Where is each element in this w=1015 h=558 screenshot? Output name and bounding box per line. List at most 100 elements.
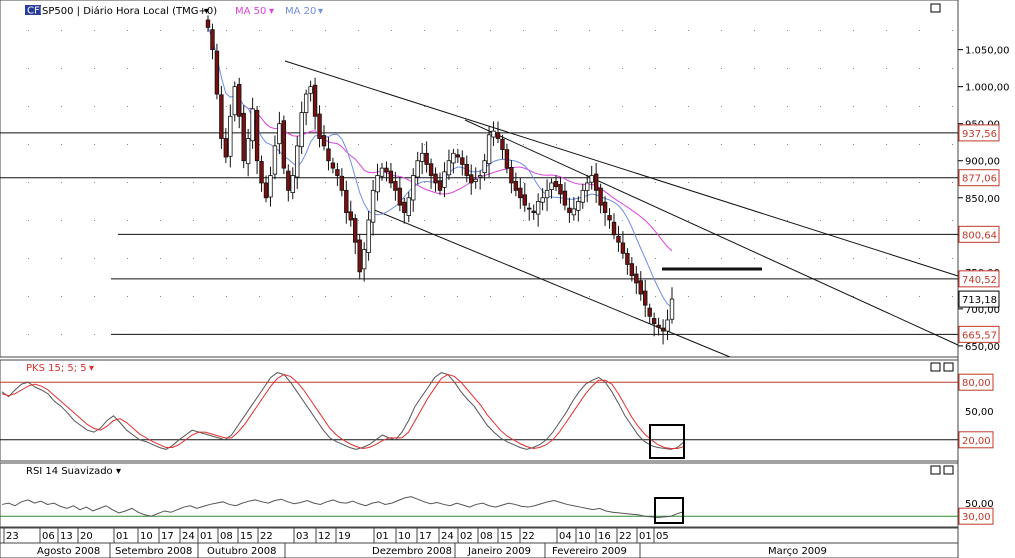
- date-month-label: Fevereiro 2009: [552, 546, 627, 557]
- level-tag-label: 665,57: [962, 330, 997, 341]
- grid-dot: [754, 144, 755, 145]
- grid-dot: [688, 182, 689, 183]
- grid-dot: [391, 220, 392, 221]
- candle-body: [567, 207, 572, 213]
- candle-body: [491, 130, 496, 138]
- maximize-price-icon[interactable]: [930, 3, 941, 13]
- grid-dot: [325, 68, 326, 69]
- candle-body: [384, 167, 389, 173]
- ma50-label[interactable]: MA 50: [235, 6, 266, 17]
- candle-body: [473, 178, 478, 182]
- grid-dot: [292, 106, 293, 107]
- candle-body: [339, 175, 345, 191]
- candle-body: [437, 180, 443, 191]
- grid-dot: [490, 30, 491, 31]
- candle-body: [522, 194, 527, 206]
- pks-highlight-box: [649, 424, 685, 459]
- grid-dot: [787, 106, 788, 107]
- pks-close-icon[interactable]: [943, 362, 954, 372]
- grid-dot: [160, 296, 161, 297]
- grid-dot: [28, 182, 29, 183]
- date-month-label: Setembro 2008: [115, 546, 192, 557]
- candle-body: [549, 182, 554, 191]
- grid-dot: [853, 30, 854, 31]
- price-tick-label: 900,00: [965, 157, 1000, 168]
- grid-dot: [622, 258, 623, 259]
- rsi-title: RSI 14 Suavizado: [26, 466, 113, 477]
- candle-body: [250, 108, 255, 142]
- grid-dot: [589, 220, 590, 221]
- grid-dot: [160, 220, 161, 221]
- grid-dot: [655, 30, 656, 31]
- pks-level-lines: [0, 381, 958, 441]
- candle-body: [486, 134, 492, 165]
- instrument-menu-icon: ▾: [204, 6, 209, 17]
- candle-body: [589, 175, 594, 183]
- grid-dot: [424, 144, 425, 145]
- candlesticks: [205, 15, 675, 345]
- grid-dot: [358, 30, 359, 31]
- grid-dot: [226, 296, 227, 297]
- grid-dot: [325, 296, 326, 297]
- grid-dot: [358, 144, 359, 145]
- grid-dot: [721, 68, 722, 69]
- candle-body: [286, 170, 291, 191]
- grid-dot: [655, 106, 656, 107]
- pks-panel[interactable]: [0, 359, 959, 462]
- grid-dot: [952, 30, 953, 31]
- rsi-close-icon[interactable]: [943, 465, 954, 475]
- grid-dot: [952, 144, 953, 145]
- grid-dot: [259, 144, 260, 145]
- grid-dot: [226, 182, 227, 183]
- grid-dot: [61, 144, 62, 145]
- grid-dot: [721, 30, 722, 31]
- date-month-label: Março 2009: [768, 546, 827, 557]
- grid-dot: [61, 182, 62, 183]
- date-month-label: Agosto 2008: [37, 546, 100, 557]
- candle-body: [335, 169, 340, 176]
- grid-dot: [259, 106, 260, 107]
- candle-body: [428, 163, 434, 176]
- date-month-label: Janeiro 2009: [467, 546, 531, 557]
- candle-body: [433, 173, 438, 184]
- pks-minimize-icon[interactable]: [930, 362, 941, 372]
- grid-dot: [952, 182, 953, 183]
- level-tag-label: 740,52: [962, 275, 997, 286]
- instrument-title: SP500 | Diário Hora Local (TMG+0): [42, 5, 217, 17]
- grid-dot: [61, 30, 62, 31]
- grid-dot: [424, 220, 425, 221]
- candle-body: [237, 84, 242, 117]
- grid-dot: [160, 106, 161, 107]
- grid-dot: [589, 68, 590, 69]
- grid-dot: [292, 258, 293, 259]
- rsi-minimize-icon[interactable]: [930, 465, 941, 475]
- candle-body: [254, 109, 260, 162]
- grid-dot: [589, 106, 590, 107]
- grid-dot: [28, 258, 29, 259]
- candle-body: [411, 175, 416, 201]
- grid-dot: [721, 258, 722, 259]
- date-day-label: 22: [619, 531, 632, 542]
- candle-body: [607, 215, 612, 221]
- grid-dot: [589, 296, 590, 297]
- date-month-label: Outubro 2008: [207, 546, 276, 557]
- grid-dot: [787, 258, 788, 259]
- ma20-label[interactable]: MA 20: [285, 6, 316, 17]
- grid-dot: [853, 182, 854, 183]
- pks-tick-label: 50,00: [965, 407, 994, 418]
- price-panel[interactable]: [0, 0, 959, 358]
- grid-dot: [160, 144, 161, 145]
- date-day-label: 10: [578, 531, 591, 542]
- rsi-highlight-box: [654, 497, 684, 524]
- ma20-menu-icon: ▾: [318, 6, 323, 17]
- candle-body: [665, 319, 670, 332]
- grid-dot: [259, 296, 260, 297]
- candle-body: [330, 162, 336, 169]
- candle-body: [361, 249, 367, 270]
- date-day-label: 24: [182, 531, 195, 542]
- grid-dot: [457, 182, 458, 183]
- rsi-panel[interactable]: [0, 462, 959, 528]
- grid-dot: [886, 182, 887, 183]
- grid-dot: [853, 106, 854, 107]
